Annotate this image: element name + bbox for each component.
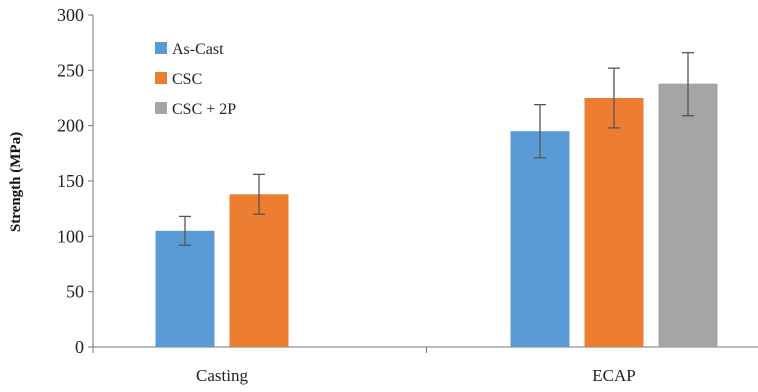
legend-swatch xyxy=(155,102,167,114)
y-axis-title: Strength (MPa) xyxy=(8,132,24,232)
y-tick-label: 50 xyxy=(66,282,84,302)
bars xyxy=(155,83,718,347)
bar xyxy=(510,131,570,347)
bar xyxy=(584,98,644,347)
legend-label: As-Cast xyxy=(172,41,224,58)
x-tick-label: Casting xyxy=(196,366,248,385)
tick-labels: 0 50 100 150 200 250 300 Casting ECAP xyxy=(57,5,636,385)
bar xyxy=(155,230,215,347)
legend-swatch xyxy=(155,72,167,84)
y-tick-label: 250 xyxy=(57,60,84,80)
y-tick-label: 200 xyxy=(57,116,84,136)
legend: As-Cast CSC CSC + 2P xyxy=(155,41,236,118)
legend-label: CSC + 2P xyxy=(172,101,236,118)
y-tick-label: 100 xyxy=(57,226,84,246)
bar xyxy=(229,194,289,347)
y-tick-label: 300 xyxy=(57,5,84,25)
legend-label: CSC xyxy=(172,71,202,88)
y-tick-label: 150 xyxy=(57,171,84,191)
bar xyxy=(658,83,718,347)
y-tick-label: 0 xyxy=(75,337,84,357)
x-tick-label: ECAP xyxy=(592,366,635,385)
legend-swatch xyxy=(155,42,167,54)
error-bars xyxy=(179,51,694,246)
